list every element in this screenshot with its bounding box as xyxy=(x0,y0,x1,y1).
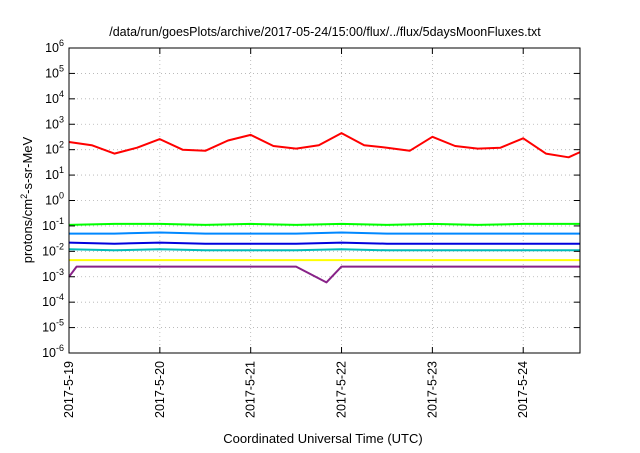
x-tick-label: 2017-5-23 xyxy=(425,361,439,418)
y-tick-label: 104 xyxy=(45,89,64,106)
series-line-1 xyxy=(68,132,581,159)
y-tick-label: 10-3 xyxy=(42,267,64,284)
y-tick-label: 102 xyxy=(45,140,64,157)
y-axis-label-prefix: protons/cm xyxy=(20,199,35,263)
x-axis-label: Coordinated Universal Time (UTC) xyxy=(223,431,422,446)
y-tick-label: 10-2 xyxy=(42,241,64,258)
x-tick-label: 2017-5-20 xyxy=(153,361,167,418)
series-line-2 xyxy=(68,222,580,226)
y-tick-label: 105 xyxy=(45,63,64,80)
chart-title: /data/run/goesPlots/archive/2017-05-24/1… xyxy=(109,25,541,39)
series-line-7 xyxy=(68,265,580,284)
y-axis-label: protons/cm2-s-sr-MeV xyxy=(19,136,35,263)
y-axis-label-superscript: 2 xyxy=(19,194,29,199)
grid xyxy=(68,48,580,353)
y-tick-label: 106 xyxy=(45,38,64,55)
series-line-5 xyxy=(68,248,580,252)
y-tick-label: 10-5 xyxy=(42,318,64,335)
x-tick-label: 2017-5-24 xyxy=(516,361,530,418)
x-tick-label: 2017-5-21 xyxy=(244,361,258,418)
x-tick-label: 2017-5-22 xyxy=(335,361,349,418)
y-tick-label: 101 xyxy=(45,165,64,182)
x-tick-label: 2017-5-19 xyxy=(62,361,76,418)
axes: 10-6 10-5 10-4 10-3 10-2 10-1 100 101 102 103 104 1… xyxy=(42,38,581,418)
y-tick-label: 103 xyxy=(45,114,64,131)
series-line-4 xyxy=(68,241,580,245)
y-tick-label: 100 xyxy=(45,191,64,208)
y-axis-label-suffix: -s-sr-MeV xyxy=(20,136,35,193)
plot-frame xyxy=(68,47,581,354)
y-tick-label: 10-4 xyxy=(42,292,64,309)
y-tick-label: 10-1 xyxy=(42,216,64,233)
y-tick-label: 10-6 xyxy=(42,343,64,360)
series-layer xyxy=(68,132,581,284)
series-line-3 xyxy=(69,231,580,235)
